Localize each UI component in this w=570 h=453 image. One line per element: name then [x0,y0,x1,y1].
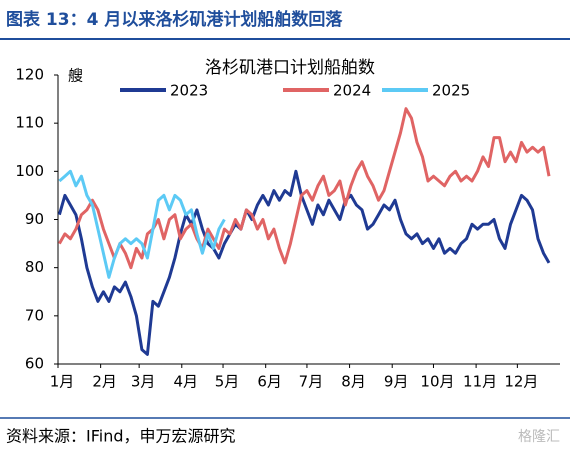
y-tick-label: 90 [25,210,44,228]
x-tick-label: 4月 [174,373,199,391]
y-tick-label: 110 [15,114,44,132]
source-note: 资料来源：IFind，申万宏源研究 [6,427,236,446]
x-tick-label: 7月 [299,373,324,391]
chart-title: 洛杉矶港口计划船舶数 [205,58,375,78]
x-tick-label: 12月 [504,373,538,391]
series-line [58,107,551,270]
x-tick-label: 9月 [384,373,409,391]
x-tick-label: 3月 [131,373,156,391]
y-tick-label: 80 [25,258,44,276]
series-line [58,169,226,279]
x-tick-label: 1月 [50,373,75,391]
legend-label: 2024 [333,82,371,100]
x-tick-label: 2月 [92,373,117,391]
legend-label: 2023 [170,82,208,100]
y-tick-label: 120 [15,66,44,84]
series-line [57,169,551,356]
watermark: 格隆汇 [518,429,560,445]
x-tick-label: 8月 [341,373,366,391]
x-tick-label: 11月 [463,373,497,391]
y-tick-label: 70 [25,306,44,324]
x-tick-label: 6月 [257,373,282,391]
x-tick-label: 10月 [420,373,454,391]
legend-label: 2025 [432,82,470,100]
x-tick-label: 5月 [215,373,240,391]
unit-label: 艘 [68,67,83,85]
y-tick-label: 100 [15,162,44,180]
page-title: 图表 13：4 月以来洛杉矶港计划船舶数回落 [6,9,343,30]
y-tick-label: 60 [25,355,44,373]
